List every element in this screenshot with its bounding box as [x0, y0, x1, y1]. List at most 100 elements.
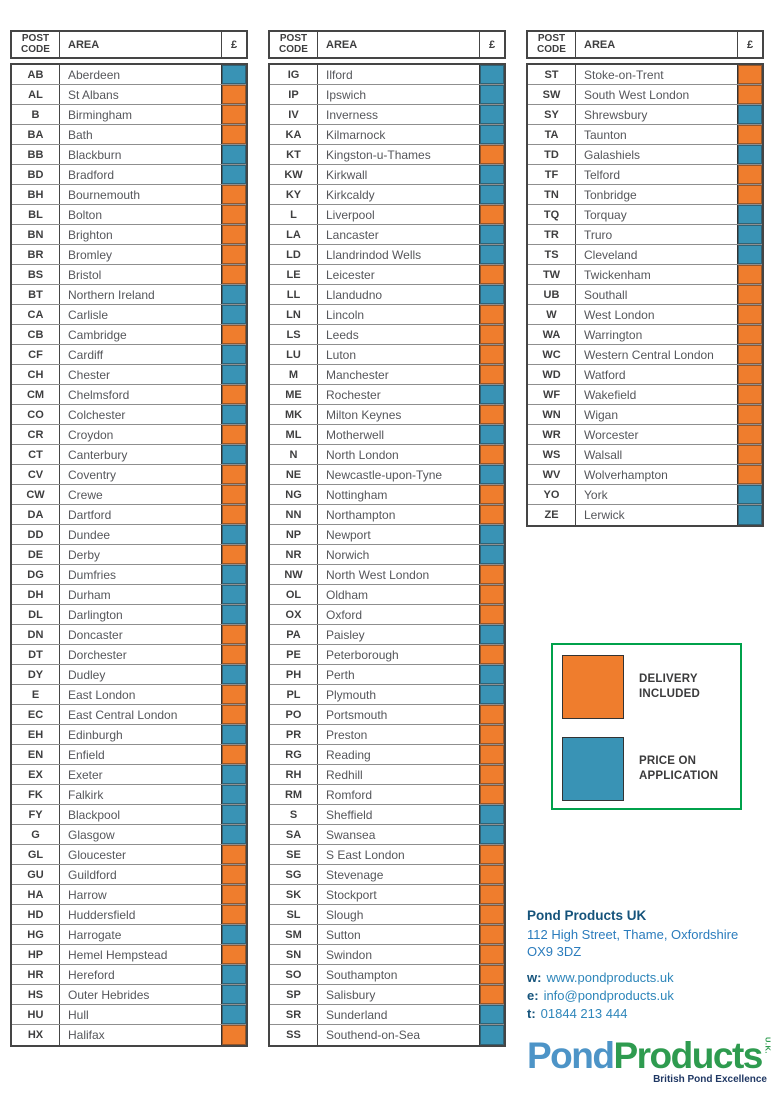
price-cell-delivery-included [221, 225, 246, 244]
price-cell-price-on-application [479, 685, 504, 704]
area-cell: Shrewsbury [584, 107, 648, 122]
area-cell: Tonbridge [584, 187, 637, 202]
area-cell: Crewe [68, 487, 103, 502]
postcode-cell: SY [528, 105, 576, 124]
table-row: TW Twickenham [528, 265, 762, 285]
price-cell-delivery-included [221, 625, 246, 644]
table-row: WS Walsall [528, 445, 762, 465]
price-cell-delivery-included [479, 845, 504, 864]
area-cell: Brighton [68, 227, 113, 242]
price-cell-price-on-application [479, 285, 504, 304]
area-cell: Edinburgh [68, 727, 123, 742]
area-cell: Southampton [326, 967, 398, 982]
price-cell-price-on-application [479, 1025, 504, 1045]
price-cell-price-on-application [737, 225, 762, 244]
price-cell-delivery-included [221, 505, 246, 524]
area-cell: Halifax [68, 1028, 105, 1042]
price-cell-delivery-included [737, 125, 762, 144]
table-row: HS Outer Hebrides [12, 985, 246, 1005]
postcode-cell: BN [12, 225, 60, 244]
postcode-cell: CB [12, 325, 60, 344]
postcode-cell: TR [528, 225, 576, 244]
price-cell-price-on-application [221, 365, 246, 384]
postcode-cell: LS [270, 325, 318, 344]
area-cell: North London [326, 447, 399, 462]
area-cell: Glasgow [68, 827, 115, 842]
table-row: NG Nottingham [270, 485, 504, 505]
price-cell-delivery-included [479, 205, 504, 224]
area-cell: Northern Ireland [68, 287, 155, 302]
area-header-cell: AREA [584, 38, 616, 51]
price-cell-delivery-included [221, 685, 246, 704]
table-row: SE S East London [270, 845, 504, 865]
postcode-cell: E [12, 685, 60, 704]
postcode-cell: NE [270, 465, 318, 484]
postcode-cell: BL [12, 205, 60, 224]
price-cell-price-on-application [221, 405, 246, 424]
table-row: KY Kirkcaldy [270, 185, 504, 205]
price-cell-delivery-included [479, 745, 504, 764]
website-line: w: www.pondproducts.uk [527, 969, 769, 987]
area-cell: Falkirk [68, 787, 104, 802]
table-row: W West London [528, 305, 762, 325]
email-link[interactable]: info@pondproducts.uk [543, 987, 674, 1003]
price-cell-delivery-included [479, 785, 504, 804]
postcode-header-cell: POST CODE [12, 32, 60, 57]
postcode-cell: IV [270, 105, 318, 124]
table-row: BS Bristol [12, 265, 246, 285]
postcode-cell: WS [528, 445, 576, 464]
table-row: BA Bath [12, 125, 246, 145]
price-cell-delivery-included [221, 885, 246, 904]
postcode-cell: BD [12, 165, 60, 184]
area-cell: Motherwell [326, 427, 385, 442]
postcode-cell: LN [270, 305, 318, 324]
area-cell: Walsall [584, 447, 623, 462]
postcode-cell: NW [270, 565, 318, 584]
postcode-cell: PO [270, 705, 318, 724]
postcode-cell: AL [12, 85, 60, 104]
table-row: CF Cardiff [12, 345, 246, 365]
table-row: TN Tonbridge [528, 185, 762, 205]
area-cell: Hemel Hempstead [68, 947, 168, 962]
price-header-cell: £ [479, 32, 504, 57]
website-link[interactable]: www.pondproducts.uk [546, 969, 674, 985]
area-cell: Bolton [68, 207, 103, 222]
price-cell-price-on-application [479, 1005, 504, 1024]
price-cell-delivery-included [737, 265, 762, 284]
table-row: BH Bournemouth [12, 185, 246, 205]
table-row: YO York [528, 485, 762, 505]
table-row: SG Stevenage [270, 865, 504, 885]
table-row: DH Durham [12, 585, 246, 605]
postcode-cell: SP [270, 985, 318, 1004]
area-cell: Taunton [584, 127, 627, 142]
postcode-cell: LU [270, 345, 318, 364]
table-row: SA Swansea [270, 825, 504, 845]
postcode-cell: SA [270, 825, 318, 844]
postcode-cell: TF [528, 165, 576, 184]
area-cell: Sheffield [326, 807, 373, 822]
table-row: LD Llandrindod Wells [270, 245, 504, 265]
table-row: SR Sunderland [270, 1005, 504, 1025]
table-row: CB Cambridge [12, 325, 246, 345]
table-row: B Birmingham [12, 105, 246, 125]
area-cell: Slough [326, 907, 364, 922]
price-cell-delivery-included [479, 445, 504, 464]
area-cell: Colchester [68, 407, 126, 422]
postcode-cell: OX [270, 605, 318, 624]
postcode-cell: PL [270, 685, 318, 704]
price-cell-delivery-included [737, 185, 762, 204]
postcode-cell: CT [12, 445, 60, 464]
area-cell: Norwich [326, 547, 370, 562]
price-cell-delivery-included [737, 465, 762, 484]
price-cell-delivery-included [737, 85, 762, 104]
area-cell: Torquay [584, 207, 627, 222]
postcode-cell: AB [12, 65, 60, 84]
price-cell-price-on-application [479, 805, 504, 824]
area-cell: Lincoln [326, 307, 365, 322]
price-cell-price-on-application [479, 225, 504, 244]
postcode-cell: SM [270, 925, 318, 944]
area-cell: Nottingham [326, 487, 388, 502]
table-row: KW Kirkwall [270, 165, 504, 185]
area-cell: Salisbury [326, 987, 376, 1002]
table-row: DE Derby [12, 545, 246, 565]
